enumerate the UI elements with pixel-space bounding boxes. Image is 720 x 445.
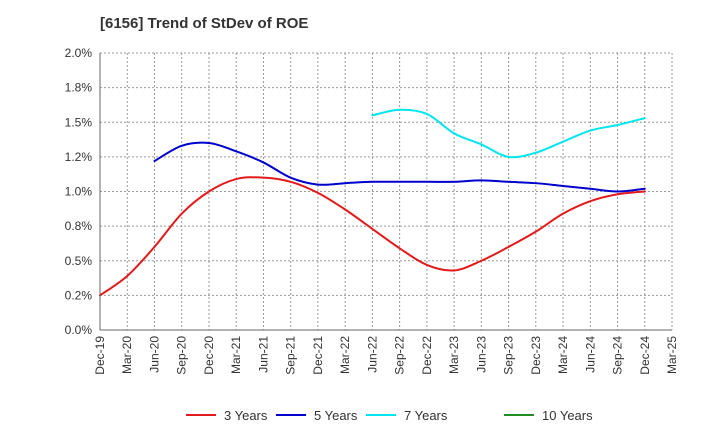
x-tick-label: Sep-23 [502,336,516,375]
axes: 0.0% 0.2% 0.5% 0.8% 1.0% 1.2% 1.5% 1.8% 2.0% Dec-… [65,46,679,375]
series-line-1 [99,176,646,297]
y-tick-label: 1.2% [65,150,93,164]
x-tick-label: Mar-24 [556,336,570,374]
x-tick-label: Mar-20 [120,336,134,374]
x-tick-label: Jun-22 [365,336,379,373]
legend-label-1: 3 Years [224,408,268,423]
legend: 3 Years 5 Years 7 Years 10 Years [186,408,593,423]
legend-label-3: 7 Years [404,408,448,423]
x-tick-label: Dec-22 [420,336,434,375]
y-tick-label: 0.8% [65,219,93,233]
x-tick-label: Mar-22 [338,336,352,374]
x-tick-label: Jun-23 [474,336,488,373]
series-line-2 [153,141,646,193]
series-lines [99,108,646,297]
x-tick-label: Sep-20 [175,336,189,375]
x-tick-label: Dec-20 [202,336,216,375]
y-tick-label: 2.0% [65,46,93,60]
x-tick-label: Mar-21 [229,336,243,374]
y-tick-label: 0.2% [65,288,93,302]
y-tick-label: 0.0% [65,323,93,337]
chart-title: [6156] Trend of StDev of ROE [100,15,309,32]
x-tick-label: Dec-19 [93,336,107,375]
y-tick-label: 1.0% [65,185,93,199]
x-tick-label: Mar-25 [665,336,679,374]
x-tick-label: Mar-23 [447,336,461,374]
x-tick-label: Sep-22 [393,336,407,375]
x-tick-label: Dec-21 [311,336,325,375]
x-tick-label: Jun-20 [147,336,161,373]
legend-label-4: 10 Years [542,408,593,423]
x-tick-label: Sep-21 [284,336,298,375]
x-tick-label: Dec-24 [638,336,652,375]
x-tick-label: Sep-24 [611,336,625,375]
series-line-3 [371,108,646,159]
y-tick-label: 0.5% [65,254,93,268]
x-tick-label: Dec-23 [529,336,543,375]
y-tick-label: 1.5% [65,115,93,129]
x-tick-label: Jun-24 [583,336,597,373]
y-tick-label: 1.8% [65,81,93,95]
x-tick-label: Jun-21 [256,336,270,373]
legend-label-2: 5 Years [314,408,358,423]
